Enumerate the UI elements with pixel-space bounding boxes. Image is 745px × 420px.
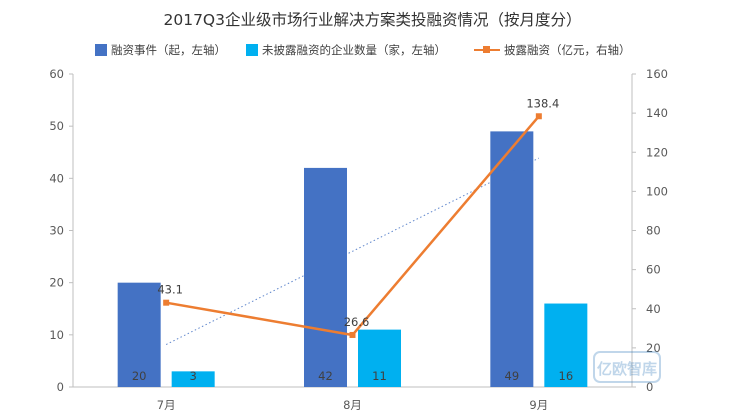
- right-tick-label: 100: [646, 184, 668, 198]
- line-marker: [535, 113, 542, 120]
- left-tick-label: 20: [49, 276, 64, 290]
- right-tick-label: 140: [646, 106, 668, 120]
- chart-title: 2017Q3企业级市场行业解决方案类投融资情况（按月度分）: [163, 11, 582, 29]
- line-series: [163, 113, 542, 338]
- legend-item-events: 融资事件（起，左轴）: [95, 42, 226, 58]
- watermark-logo: 亿欧智库: [593, 351, 661, 383]
- bar: [358, 329, 401, 387]
- line-marker: [349, 331, 356, 338]
- left-tick-label: 50: [49, 119, 64, 133]
- legend-item-undisclosed: 未披露融资的企业数量（家，左轴）: [246, 42, 446, 58]
- legend-swatch-events: [95, 44, 107, 56]
- bar-value-label: 3: [190, 369, 197, 383]
- left-tick-label: 0: [57, 380, 64, 394]
- data-labels: 20 42 49 3 11 16 43.1 26.6 138.4: [132, 96, 573, 383]
- bar-value-label: 20: [132, 369, 147, 383]
- bar: [544, 303, 588, 387]
- bar-value-label: 49: [505, 369, 520, 383]
- right-tick-label: 40: [646, 302, 661, 316]
- legend-item-amount: 披露融资（亿元，右轴）: [474, 42, 631, 58]
- x-tick-label: 7月: [157, 398, 176, 412]
- bar-value-label: 42: [318, 369, 333, 383]
- line-value-label: 43.1: [157, 283, 183, 297]
- right-tick-label: 80: [646, 224, 661, 238]
- x-tick-label: 9月: [529, 398, 548, 412]
- legend-label-amount: 披露融资（亿元，右轴）: [504, 43, 631, 57]
- bar-value-label: 16: [559, 369, 574, 383]
- bar: [171, 371, 215, 387]
- x-tick-label: 8月: [343, 398, 362, 412]
- line-path: [165, 115, 540, 337]
- bar: [117, 282, 161, 387]
- right-tick-label: 60: [646, 263, 661, 277]
- right-tick-label: 20: [646, 341, 661, 355]
- left-tick-label: 10: [49, 328, 64, 342]
- watermark-group: 亿欧智库: [593, 351, 661, 383]
- bars: [117, 131, 588, 387]
- axes: 0 10 20 30 40 50 60 0 20 40 60 80 100 120 140 160 7月 8月 9月: [49, 67, 668, 412]
- left-tick-label: 60: [49, 67, 64, 81]
- legend-swatch-undisclosed: [246, 44, 258, 56]
- bar: [304, 167, 347, 387]
- watermark-frame: [593, 351, 661, 383]
- line-value-label: 26.6: [344, 315, 370, 329]
- legend-label-undisclosed: 未披露融资的企业数量（家，左轴）: [262, 43, 446, 57]
- line-marker: [163, 299, 170, 306]
- legend-label-events: 融资事件（起，左轴）: [111, 43, 226, 57]
- left-tick-label: 40: [49, 171, 64, 185]
- left-tick-label: 30: [49, 224, 64, 238]
- bar: [490, 131, 534, 387]
- right-tick-label: 160: [646, 67, 668, 81]
- watermark-text: 亿欧智库: [597, 360, 657, 378]
- right-tick-label: 120: [646, 145, 668, 159]
- line-value-label: 138.4: [526, 96, 559, 110]
- right-tick-label: 0: [646, 380, 653, 394]
- legend-swatch-amount: [474, 44, 500, 56]
- bar-value-label: 11: [372, 369, 387, 383]
